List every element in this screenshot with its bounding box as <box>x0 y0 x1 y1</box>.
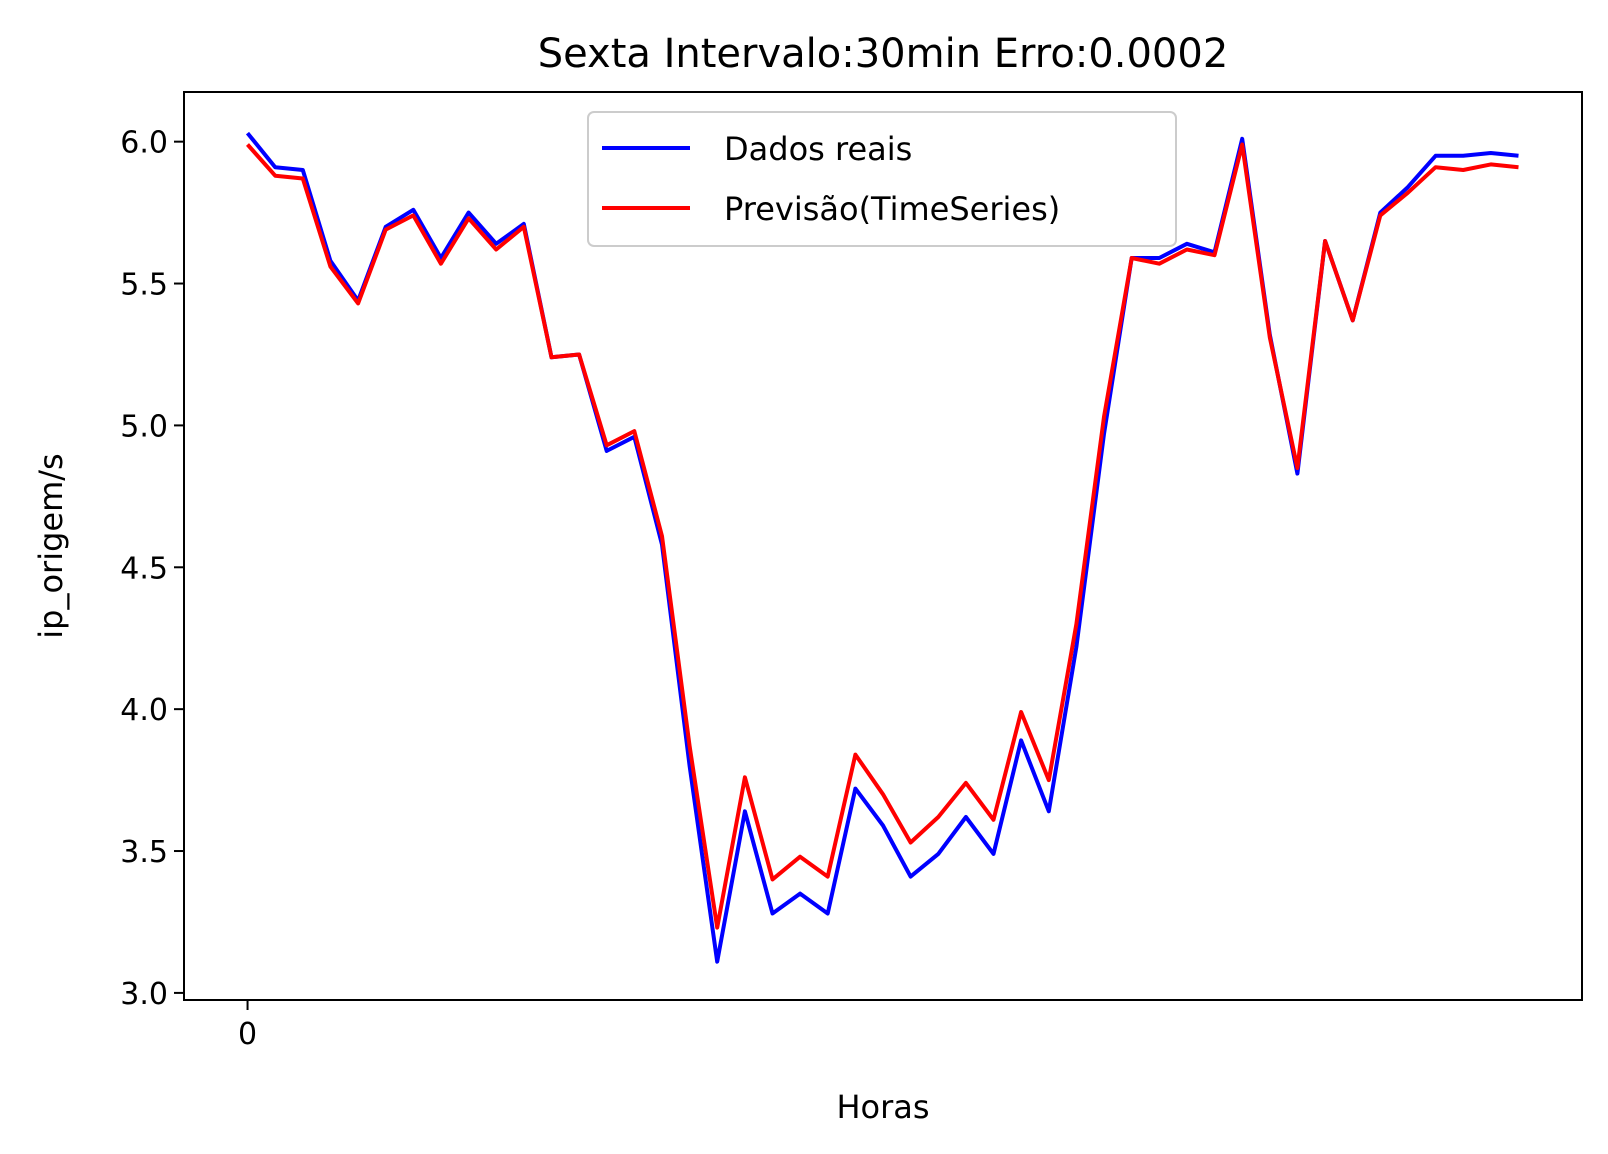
legend-box <box>587 111 1177 247</box>
legend-label-dados-reais: Dados reais <box>724 130 912 168</box>
y-tick-label: 5.5 <box>120 268 168 303</box>
y-tick-label: 4.5 <box>120 551 168 586</box>
y-axis-label: ip_origem/s <box>32 453 70 638</box>
y-tick-label: 6.0 <box>120 126 168 161</box>
y-tick-label: 3.0 <box>120 977 168 1012</box>
legend: Dados reais Previsão(TimeSeries) <box>587 111 1177 247</box>
y-tick-label: 4.0 <box>120 693 168 728</box>
y-tick-label: 5.0 <box>120 409 168 444</box>
series-layer <box>245 131 1519 964</box>
chart-title: Sexta Intervalo:30min Erro:0.0002 <box>538 31 1229 77</box>
series-line-1 <box>246 142 1519 930</box>
x-axis-label: Horas <box>836 1088 929 1126</box>
y-tick-label: 3.5 <box>120 835 168 870</box>
legend-label-previsao: Previsão(TimeSeries) <box>724 190 1060 228</box>
plot-frame <box>183 91 1583 1001</box>
axes-layer: 3.0 3.5 4.0 4.5 5.0 5.5 6.0 0 <box>120 126 257 1052</box>
x-tick-label: 0 <box>238 1017 257 1052</box>
